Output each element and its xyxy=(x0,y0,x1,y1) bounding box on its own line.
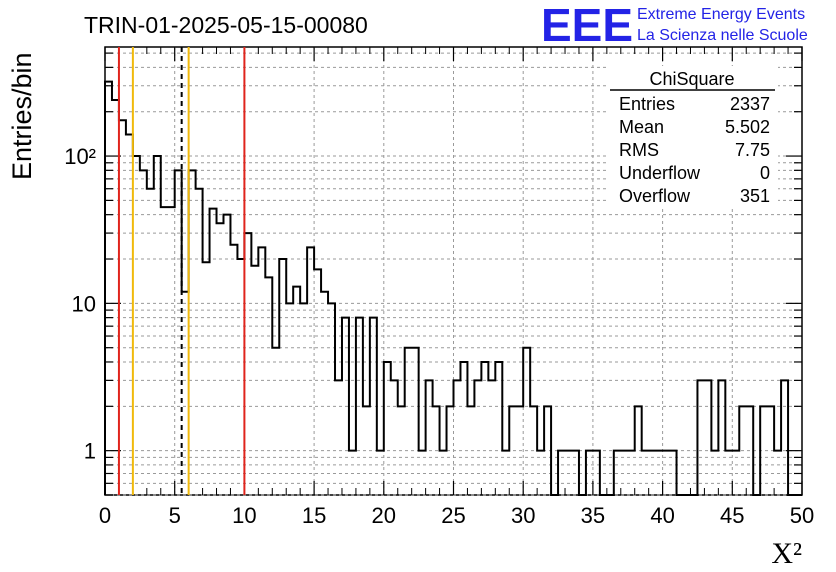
histogram-bin xyxy=(704,380,711,495)
histogram-bin xyxy=(217,223,224,495)
histogram-bin xyxy=(279,259,286,495)
y-axis-label: Entries/bin xyxy=(7,52,37,180)
histogram-bin xyxy=(286,303,293,495)
org-name-line2: La Scienza nelle Scuole xyxy=(637,27,808,44)
histogram-bin xyxy=(203,262,210,495)
histogram-bin xyxy=(175,170,182,495)
histogram-bin xyxy=(112,100,119,495)
histogram-bin xyxy=(328,303,335,495)
x-tick-label: 5 xyxy=(169,503,181,528)
y-tick-label: 10 xyxy=(72,291,96,316)
histogram-bin xyxy=(335,380,342,495)
stats-row-value: 2337 xyxy=(730,94,770,114)
histogram-bin xyxy=(488,380,495,495)
eee-logo: EEE xyxy=(541,0,633,51)
stats-box-title: ChiSquare xyxy=(649,69,734,89)
histogram-bin xyxy=(196,189,203,495)
x-tick-label: 50 xyxy=(790,503,814,528)
x-tick-label: 35 xyxy=(581,503,605,528)
histogram-bin xyxy=(523,348,530,495)
histogram-bin xyxy=(168,207,175,495)
marker-lines xyxy=(117,47,246,495)
x-tick-labels: 0 5 10 15 20 25 30 35 40 45 50 xyxy=(99,503,814,528)
histogram-bin xyxy=(697,380,704,495)
histogram-bin xyxy=(154,156,161,495)
histogram-bin xyxy=(718,380,725,495)
run-title: TRIN-01-2025-05-15-00080 xyxy=(84,12,368,38)
x-tick-label: 0 xyxy=(99,503,111,528)
histogram-bin xyxy=(119,120,126,495)
histogram-bin xyxy=(495,362,502,495)
histogram-outline xyxy=(104,80,802,496)
histogram-bin xyxy=(300,303,307,495)
stats-row-value: 5.502 xyxy=(725,117,770,137)
y-tick-labels: 1 10 10² xyxy=(64,144,96,464)
stats-row-label: Overflow xyxy=(619,186,691,206)
histogram-bin xyxy=(161,207,168,495)
stats-row-value: 351 xyxy=(740,186,770,206)
histogram-bin xyxy=(474,380,481,495)
x-tick-label: 20 xyxy=(372,503,396,528)
histogram-bin xyxy=(244,233,251,495)
histogram-bin xyxy=(405,348,412,495)
stats-row-label: Underflow xyxy=(619,163,701,183)
histogram-bin xyxy=(105,82,112,495)
histogram-bin xyxy=(481,362,488,495)
histogram-bin xyxy=(133,156,140,495)
x-tick-label: 30 xyxy=(511,503,535,528)
y-tick-label: 1 xyxy=(84,439,96,464)
x-axis-label: X² xyxy=(771,537,802,570)
histogram-bin xyxy=(384,362,391,495)
histogram-bins xyxy=(104,80,802,496)
histogram-bin xyxy=(460,362,467,495)
histogram-bin xyxy=(412,348,419,495)
y-tick-label: 10² xyxy=(64,144,96,169)
stats-row-label: Mean xyxy=(619,117,664,137)
x-tick-label: 10 xyxy=(232,503,256,528)
histogram-bin xyxy=(237,259,244,495)
x-tick-label: 25 xyxy=(441,503,465,528)
histogram-bin xyxy=(189,170,196,495)
org-name-line1: Extreme Energy Events xyxy=(637,6,805,23)
histogram-bin xyxy=(454,380,461,495)
histogram-bin xyxy=(272,348,279,495)
histogram-bin xyxy=(147,189,154,495)
histogram-bin xyxy=(426,380,433,495)
stats-row-value: 0 xyxy=(760,163,770,183)
histogram-bin xyxy=(391,380,398,495)
stats-row-value: 7.75 xyxy=(735,140,770,160)
histogram-bin xyxy=(210,209,217,495)
stats-row-label: Entries xyxy=(619,94,675,114)
histogram-bin xyxy=(140,170,147,495)
histogram-bin xyxy=(223,215,230,495)
x-tick-label: 40 xyxy=(650,503,674,528)
x-tick-label: 15 xyxy=(302,503,326,528)
stats-box: ChiSquare Entries 2337 Mean 5.502 RMS 7.75 Und… xyxy=(606,66,778,206)
histogram-bin xyxy=(781,380,788,495)
x-tick-label: 45 xyxy=(720,503,744,528)
stats-row-label: RMS xyxy=(619,140,659,160)
